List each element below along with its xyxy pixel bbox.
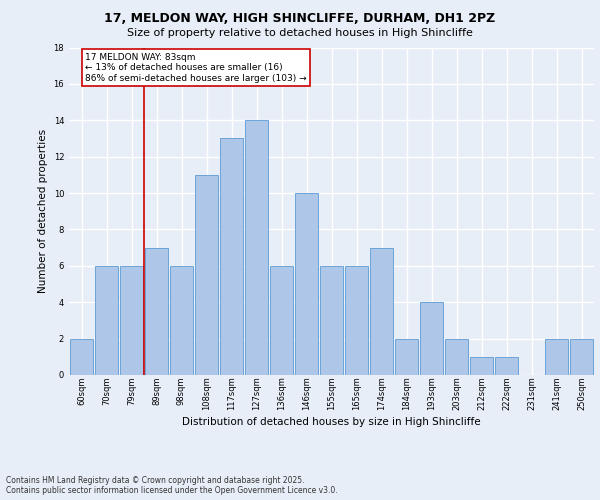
Text: Size of property relative to detached houses in High Shincliffe: Size of property relative to detached ho… <box>127 28 473 38</box>
X-axis label: Distribution of detached houses by size in High Shincliffe: Distribution of detached houses by size … <box>182 417 481 427</box>
Bar <box>170 266 193 375</box>
Text: 17, MELDON WAY, HIGH SHINCLIFFE, DURHAM, DH1 2PZ: 17, MELDON WAY, HIGH SHINCLIFFE, DURHAM,… <box>104 12 496 26</box>
Bar <box>370 248 394 375</box>
Text: Contains HM Land Registry data © Crown copyright and database right 2025.
Contai: Contains HM Land Registry data © Crown c… <box>6 476 338 495</box>
Bar <box>470 357 493 375</box>
Bar <box>494 357 518 375</box>
Bar <box>95 266 118 375</box>
Y-axis label: Number of detached properties: Number of detached properties <box>38 129 48 294</box>
Bar <box>445 338 469 375</box>
Bar <box>194 175 218 375</box>
Bar <box>419 302 443 375</box>
Bar <box>119 266 143 375</box>
Text: 17 MELDON WAY: 83sqm
← 13% of detached houses are smaller (16)
86% of semi-detac: 17 MELDON WAY: 83sqm ← 13% of detached h… <box>85 53 307 83</box>
Bar <box>245 120 268 375</box>
Bar <box>220 138 244 375</box>
Bar <box>269 266 293 375</box>
Bar <box>344 266 368 375</box>
Bar <box>395 338 418 375</box>
Bar <box>70 338 94 375</box>
Bar <box>320 266 343 375</box>
Bar <box>545 338 568 375</box>
Bar <box>145 248 169 375</box>
Bar <box>295 193 319 375</box>
Bar <box>569 338 593 375</box>
